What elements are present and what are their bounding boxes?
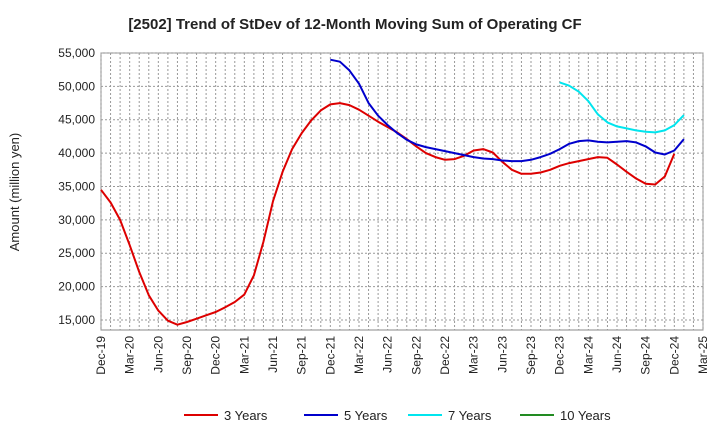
y-tick-label: 30,000 bbox=[58, 213, 95, 227]
chart-title: [2502] Trend of StDev of 12-Month Moving… bbox=[128, 16, 581, 33]
y-tick-label: 55,000 bbox=[58, 46, 95, 60]
y-axis-ticks: 15,000 20,000 25,000 30,000 35,000 40,000 45,0… bbox=[58, 46, 95, 327]
x-tick-label: Sep-22 bbox=[409, 336, 423, 375]
x-tick-label: Jun-22 bbox=[381, 336, 395, 373]
legend-label-10-years: 10 Years bbox=[560, 408, 611, 423]
x-tick-label: Mar-23 bbox=[467, 336, 481, 374]
y-tick-label: 40,000 bbox=[58, 146, 95, 160]
x-tick-label: Mar-25 bbox=[696, 336, 710, 374]
x-tick-label: Jun-21 bbox=[266, 336, 280, 373]
y-tick-label: 50,000 bbox=[58, 79, 95, 93]
y-tick-label: 45,000 bbox=[58, 113, 95, 127]
x-tick-label: Sep-24 bbox=[639, 336, 653, 375]
x-tick-label: Sep-23 bbox=[524, 336, 538, 375]
y-tick-label: 15,000 bbox=[58, 313, 95, 327]
y-tick-label: 25,000 bbox=[58, 246, 95, 260]
x-tick-label: Mar-20 bbox=[123, 336, 137, 374]
x-tick-label: Dec-19 bbox=[94, 336, 108, 375]
legend-label-3-years: 3 Years bbox=[224, 408, 268, 423]
x-tick-label: Dec-24 bbox=[667, 336, 681, 375]
x-tick-label: Dec-22 bbox=[438, 336, 452, 375]
x-tick-label: Jun-24 bbox=[610, 336, 624, 373]
series-lines bbox=[100, 58, 685, 326]
x-tick-label: Dec-23 bbox=[553, 336, 567, 375]
legend-label-5-years: 5 Years bbox=[344, 408, 388, 423]
x-tick-label: Jun-23 bbox=[495, 336, 509, 373]
series-line-7-years bbox=[559, 81, 685, 134]
x-tick-label: Mar-21 bbox=[237, 336, 251, 374]
x-tick-label: Jun-20 bbox=[151, 336, 165, 373]
x-axis-ticks: Dec-19 Mar-20 Jun-20 Sep-20 Dec-20 Mar-21 Jun-… bbox=[94, 336, 710, 375]
legend-label-7-years: 7 Years bbox=[448, 408, 492, 423]
plot-area bbox=[100, 52, 704, 331]
legend: 3 Years 5 Years 7 Years 10 Years bbox=[184, 408, 611, 423]
x-tick-label: Dec-20 bbox=[209, 336, 223, 375]
x-tick-label: Mar-22 bbox=[352, 336, 366, 374]
y-axis-label: Amount (million yen) bbox=[7, 133, 22, 252]
x-tick-label: Sep-21 bbox=[295, 336, 309, 375]
grid bbox=[100, 52, 704, 330]
series-line-3-years bbox=[100, 102, 676, 326]
y-tick-label: 20,000 bbox=[58, 280, 95, 294]
x-tick-label: Sep-20 bbox=[180, 336, 194, 375]
series-line-5-years bbox=[330, 58, 685, 163]
y-tick-label: 35,000 bbox=[58, 179, 95, 193]
x-tick-label: Mar-24 bbox=[581, 336, 595, 374]
x-tick-label: Dec-21 bbox=[323, 336, 337, 375]
